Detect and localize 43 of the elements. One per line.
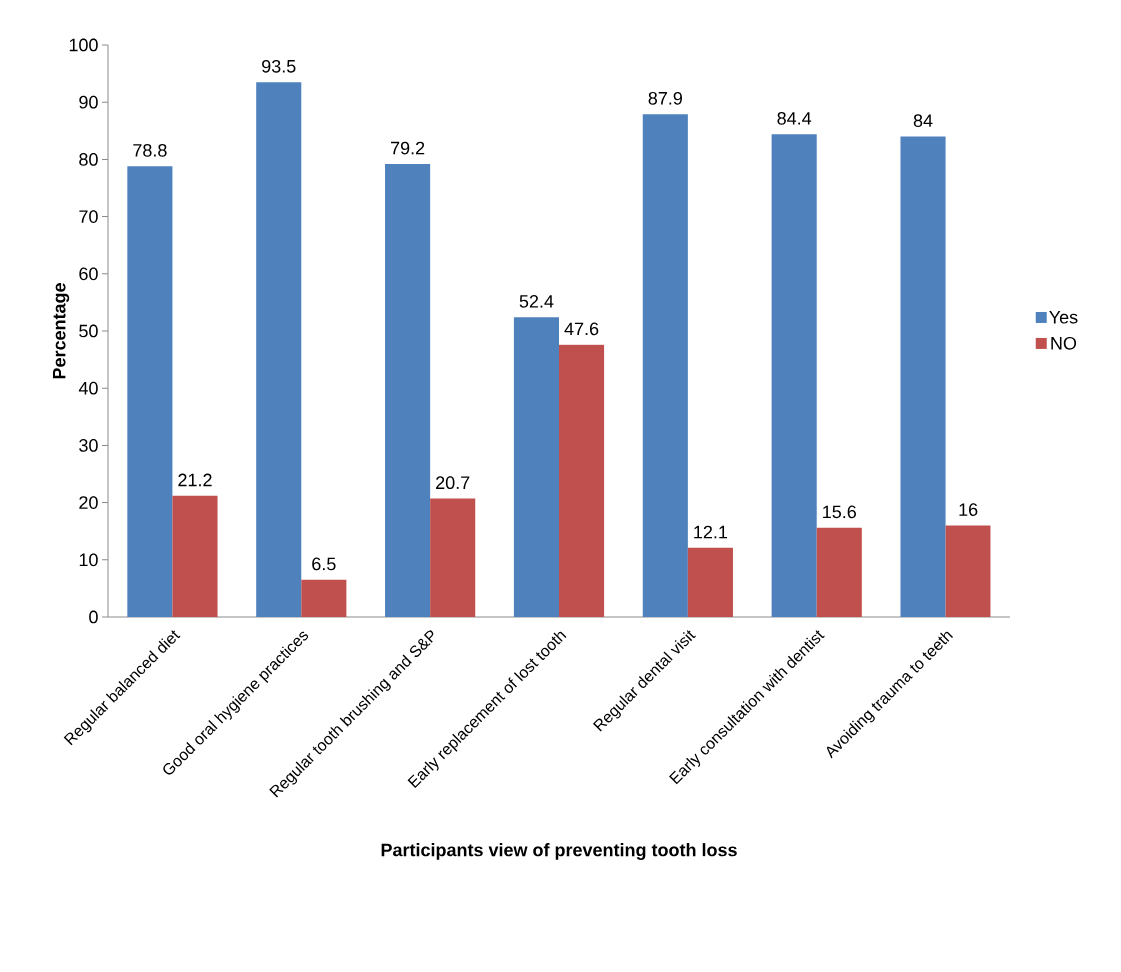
data-label: 21.2 <box>178 473 212 487</box>
bar <box>127 166 173 617</box>
x-axis-title: Participants view of preventing tooth loss <box>381 843 737 860</box>
data-label: 12.1 <box>694 525 728 539</box>
data-label: 84.4 <box>777 111 812 125</box>
y-tick-label: 20 <box>79 496 98 509</box>
legend-label: NO <box>1051 336 1077 350</box>
data-label: 93.5 <box>262 59 296 73</box>
bar <box>816 527 862 617</box>
bar <box>172 495 218 617</box>
y-tick-label: 90 <box>79 95 98 109</box>
data-label: 87.9 <box>648 91 682 105</box>
data-label: 20.7 <box>436 476 470 490</box>
bar <box>559 344 605 617</box>
data-label: 6.5 <box>312 557 336 571</box>
bar <box>945 525 991 617</box>
y-axis-title: Percentage <box>52 283 70 379</box>
y-tick-label: 80 <box>79 153 98 166</box>
data-label: 16 <box>959 503 978 516</box>
bar <box>301 579 347 617</box>
y-tick-label: 50 <box>79 324 98 338</box>
bar <box>385 163 431 617</box>
y-tick-label: 40 <box>78 381 98 395</box>
bar <box>256 82 302 617</box>
data-label: 47.6 <box>564 322 599 336</box>
y-tick-label: 70 <box>79 210 98 223</box>
y-tick-label: 100 <box>69 38 98 52</box>
bar <box>642 114 688 617</box>
y-tick-label: 10 <box>79 553 98 567</box>
bar <box>771 134 817 617</box>
legend-label: Yes <box>1049 311 1078 324</box>
y-tick-label: 0 <box>89 610 98 624</box>
bar <box>430 498 476 617</box>
bar <box>513 317 559 617</box>
data-label: 78.8 <box>133 143 167 157</box>
data-label: 15.6 <box>823 505 856 519</box>
y-tick-label: 30 <box>79 439 98 452</box>
y-tick-label: 60 <box>79 267 98 281</box>
bar <box>900 136 946 617</box>
bar <box>687 547 733 617</box>
data-label: 79.2 <box>391 141 425 155</box>
data-label: 52.4 <box>519 294 554 308</box>
data-label: 84 <box>913 114 933 127</box>
